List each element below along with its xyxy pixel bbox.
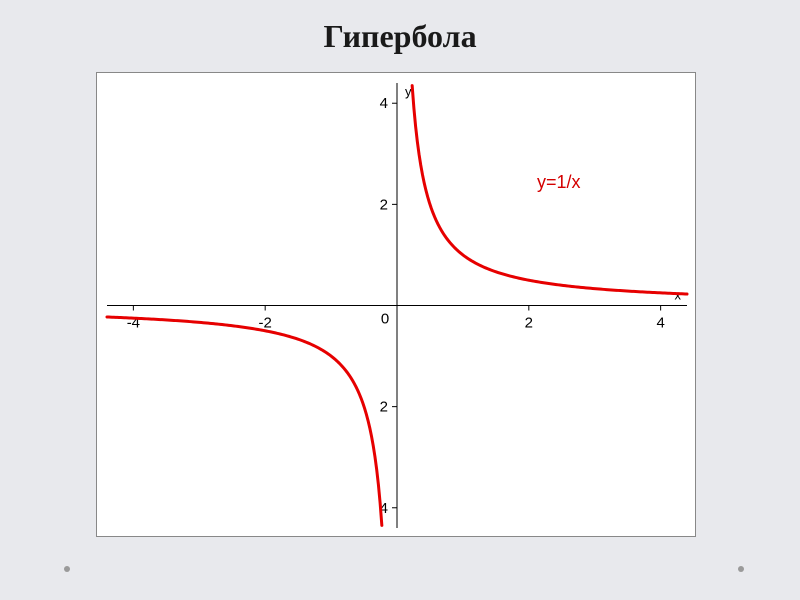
- y-tick-label: 4: [380, 95, 388, 112]
- y-tick-label: 2: [380, 399, 388, 416]
- hyperbola-branch-negative: [107, 317, 382, 525]
- x-tick-label: 4: [656, 315, 664, 332]
- x-tick-label: 2: [525, 315, 533, 332]
- decoration-dot: [64, 566, 70, 572]
- y-tick-label: 2: [380, 196, 388, 213]
- x-tick-label: 0: [381, 311, 389, 328]
- hyperbola-chart: -4-20244224xyy=1/x: [97, 73, 697, 538]
- equation-label: y=1/x: [537, 172, 581, 192]
- decoration-dot: [738, 566, 744, 572]
- page-title: Гипербола: [0, 18, 800, 55]
- chart-card: -4-20244224xyy=1/x: [96, 72, 696, 537]
